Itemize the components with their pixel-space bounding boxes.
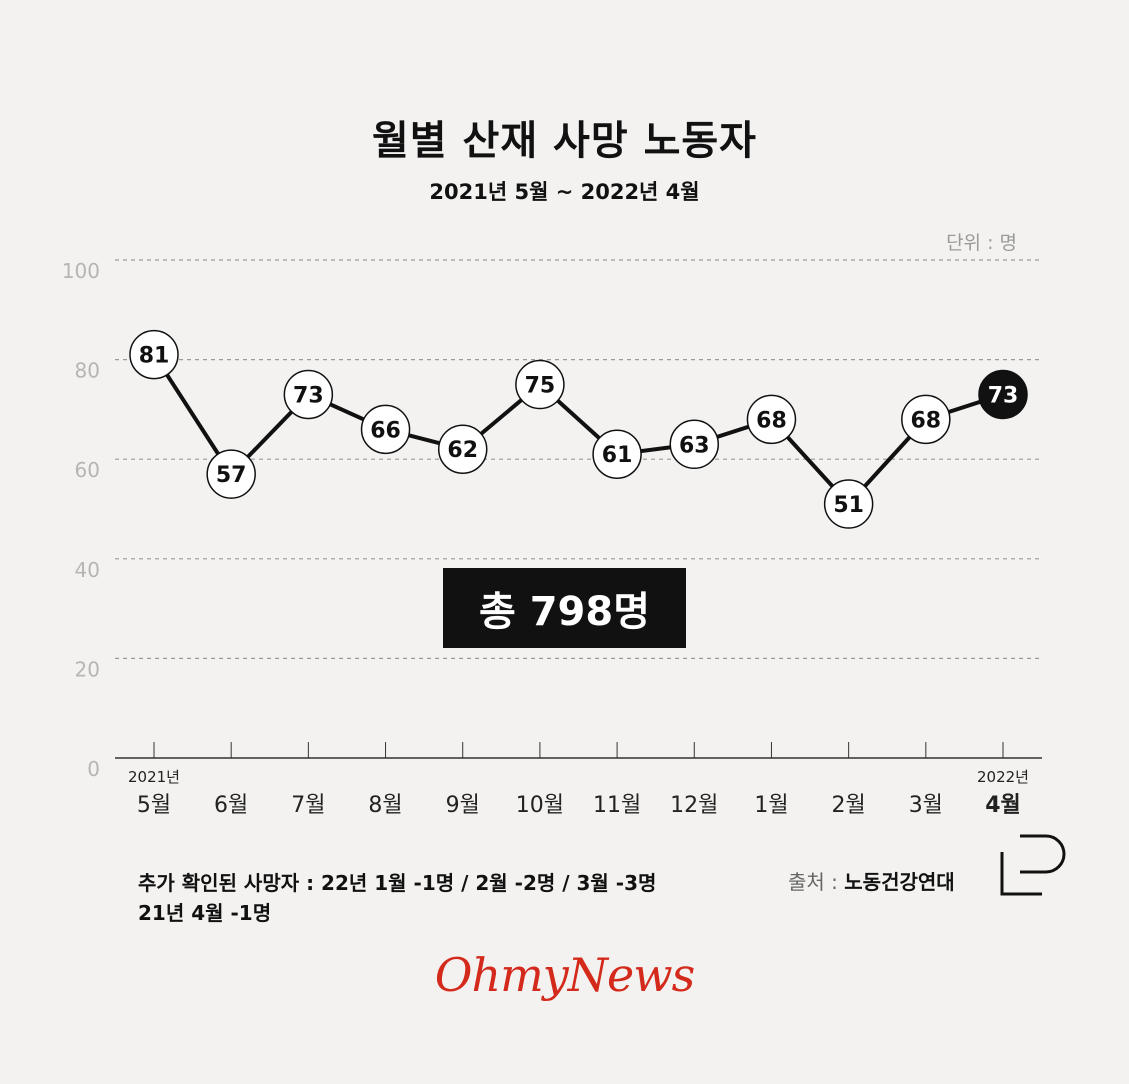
source-credit: 출처 : 노동건강연대: [788, 866, 955, 895]
data-label: 62: [447, 438, 478, 463]
data-point: [901, 394, 951, 445]
series-line: [152, 353, 1004, 507]
data-label: 75: [525, 374, 556, 399]
y-tick-label: 20: [75, 657, 100, 681]
data-label: 61: [602, 443, 633, 468]
data-label: 73: [988, 383, 1019, 408]
note-line: 추가 확인된 사망자 : 22년 1월 -1명 / 2월 -2명 / 3월 -3…: [138, 871, 657, 895]
data-point: [283, 369, 334, 420]
y-tick-label: 0: [87, 757, 100, 781]
data-label: 68: [756, 408, 787, 433]
data-point: [515, 359, 565, 410]
additional-deaths-note: 추가 확인된 사망자 : 22년 1월 -1명 / 2월 -2명 / 3월 -3…: [138, 868, 656, 928]
x-tick-label: 12월: [670, 793, 718, 818]
x-tick-label: 9월: [446, 793, 480, 818]
source-name: 노동건강연대: [844, 870, 955, 894]
data-point: [360, 404, 411, 455]
x-year-label: 2021년: [128, 768, 180, 786]
x-tick-label: 7월: [291, 793, 325, 818]
x-tick-label: 6월: [214, 793, 248, 818]
data-point: [978, 369, 1028, 420]
data-label: 51: [833, 493, 864, 518]
data-point: [206, 449, 256, 499]
data-point: [592, 429, 642, 479]
y-tick-label: 60: [75, 458, 100, 482]
note-line: 21년 4월 -1명: [138, 901, 272, 925]
data-point: [669, 419, 720, 470]
x-tick-label: 2월: [832, 793, 866, 818]
data-point: [823, 479, 874, 529]
unit-label: 단위 : 명: [946, 232, 1017, 254]
line-chart: 0 20 40 60 80 100 2021년 5월 6월 7월 8월 9월 10월 11월 12월 1월 2월…: [62, 259, 1042, 818]
data-point: [746, 394, 797, 445]
data-point: [129, 329, 179, 380]
x-tick-label: 1월: [754, 793, 788, 818]
total-badge: 총 798명: [443, 568, 686, 648]
x-year-label: 2022년: [977, 768, 1029, 786]
x-tick-label: 11월: [593, 793, 641, 818]
x-tick-label: 5월: [137, 793, 171, 818]
x-tick-label: 4월: [985, 793, 1021, 818]
data-label: 73: [293, 383, 324, 408]
x-tick-label: 10월: [516, 793, 564, 818]
data-point: [437, 424, 488, 474]
x-tick-label: 3월: [909, 793, 943, 818]
x-tick-label: 8월: [368, 793, 402, 818]
data-label: 57: [216, 463, 247, 488]
source-logo-icon: [1000, 834, 1066, 896]
ohmynews-logo: OhmyNews: [434, 948, 695, 1002]
y-tick-label: 40: [75, 558, 100, 582]
source-label: 출처 :: [788, 870, 845, 894]
data-label: 63: [679, 433, 710, 458]
data-label: 66: [370, 418, 401, 443]
data-label: 68: [911, 408, 942, 433]
data-label: 81: [139, 344, 170, 369]
y-tick-label: 100: [62, 259, 100, 283]
chart-subtitle: 2021년 5월 ~ 2022년 4월: [429, 180, 700, 204]
y-tick-label: 80: [75, 359, 100, 383]
chart-title: 월별 산재 사망 노동자: [372, 118, 757, 164]
